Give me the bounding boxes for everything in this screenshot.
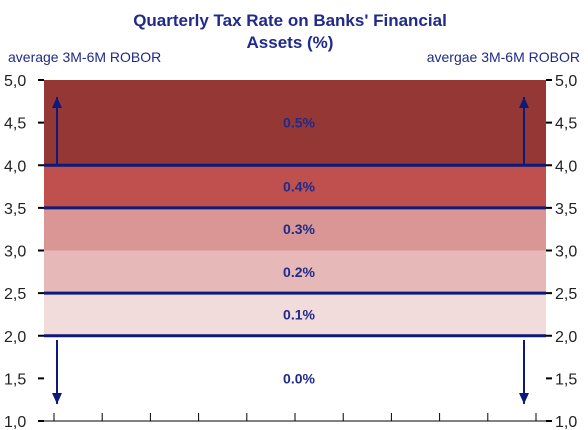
band-4 <box>44 165 546 208</box>
band-label-1: 0.1% <box>283 306 315 322</box>
arrow-head-1 <box>519 97 529 109</box>
band-2 <box>44 250 546 294</box>
y-tick-label-right-0: 1,0 <box>555 414 577 430</box>
y-tick-label-right-6: 4,0 <box>555 158 577 175</box>
band-label-0: 0.0% <box>283 370 315 386</box>
y-tick-label-left-4: 3,0 <box>4 244 26 261</box>
arrow-head-3 <box>519 392 529 404</box>
y-tick-label-right-2: 2,0 <box>555 329 577 346</box>
y-tick-label-left-3: 2,5 <box>4 286 26 303</box>
y-tick-label-left-8: 5,0 <box>4 73 26 90</box>
band-5 <box>44 80 546 166</box>
y-tick-label-left-2: 2,0 <box>4 329 26 346</box>
y-tick-label-right-8: 5,0 <box>555 73 577 90</box>
y-tick-label-right-5: 3,5 <box>555 201 577 218</box>
band-1 <box>44 293 546 336</box>
band-label-4: 0.4% <box>283 179 315 195</box>
y-tick-label-left-0: 1,0 <box>4 414 26 430</box>
chart-title-line-2: Assets (%) <box>247 33 334 52</box>
y-tick-label-right-7: 4,5 <box>555 116 577 133</box>
y-tick-label-right-3: 2,5 <box>555 286 577 303</box>
y-axis-label-right: avergae 3M-6M ROBOR <box>427 49 580 65</box>
y-tick-label-right-4: 3,0 <box>555 244 577 261</box>
band-3 <box>44 207 546 251</box>
arrow-head-2 <box>52 392 62 404</box>
y-tick-label-left-5: 3,5 <box>4 201 26 218</box>
chart-title-line-1: Quarterly Tax Rate on Banks' Financial <box>133 11 447 30</box>
y-tick-label-right-1: 1,5 <box>555 371 577 388</box>
y-tick-label-left-7: 4,5 <box>4 116 26 133</box>
band-label-2: 0.2% <box>283 264 315 280</box>
band-label-3: 0.3% <box>283 221 315 237</box>
band-label-5: 0.5% <box>283 115 315 131</box>
plot-area: 0.0% 0.1% 0.2% 0.3% 0.4% 0.5% 1,0 1,0 1,5 1,5 2,0 2… <box>4 73 577 430</box>
band-0 <box>44 335 546 421</box>
y-axis-label-left: average 3M-6M ROBOR <box>8 49 161 65</box>
y-tick-label-left-6: 4,0 <box>4 158 26 175</box>
y-tick-label-left-1: 1,5 <box>4 371 26 388</box>
arrow-head-0 <box>52 97 62 109</box>
